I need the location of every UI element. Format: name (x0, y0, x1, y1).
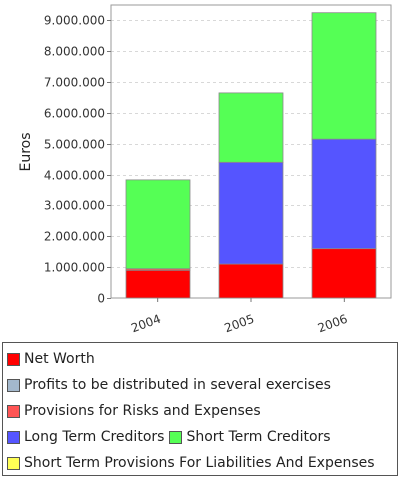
y-tick-label: 7.000.000 (44, 76, 105, 90)
legend-item-profits: Profits to be distributed in several exe… (7, 377, 331, 393)
bar-segment (125, 269, 191, 299)
legend-swatch (7, 456, 20, 470)
bar-segment (218, 161, 284, 265)
legend-item-net-worth: Net Worth (7, 351, 95, 367)
y-tick-label: 8.000.000 (44, 45, 105, 59)
bar-segment (311, 138, 377, 250)
legend-row: Short Term Provisions For Liabilities An… (7, 453, 375, 473)
legend-label: Profits to be distributed in several exe… (24, 377, 331, 393)
legend-row: Long Term Creditors Short Term Creditors (7, 427, 331, 447)
y-axis-ticks: 0 1.000.000 2.000.000 3.000.000 4.000.000 5.0… (44, 14, 111, 306)
x-tick-label: 2006 (316, 312, 349, 336)
legend-swatch (7, 378, 20, 392)
y-tick-label: 4.000.000 (44, 169, 105, 183)
y-tick-label: 5.000.000 (44, 138, 105, 152)
legend-item-long-term-creditors: Long Term Creditors (7, 429, 164, 445)
bar-segment (311, 12, 377, 140)
legend: Net Worth Profits to be distributed in s… (2, 342, 398, 476)
legend-label: Provisions for Risks and Expenses (24, 403, 261, 419)
y-axis-label: Euros (18, 132, 34, 171)
bar-segment (218, 92, 284, 163)
y-tick-label: 6.000.000 (44, 107, 105, 121)
y-tick-label: 2.000.000 (44, 230, 105, 244)
legend-swatch (7, 352, 20, 366)
legend-item-short-term-provisions: Short Term Provisions For Liabilities An… (7, 455, 375, 471)
legend-row: Provisions for Risks and Expenses (7, 401, 261, 421)
legend-swatch (169, 430, 183, 444)
legend-label: Short Term Provisions For Liabilities An… (24, 455, 375, 471)
legend-swatch (7, 430, 20, 444)
legend-label: Short Term Creditors (186, 429, 331, 445)
y-tick-label: 0 (97, 292, 105, 306)
legend-label: Long Term Creditors (24, 429, 165, 445)
legend-label: Net Worth (24, 351, 95, 367)
stacked-bar-chart: 0 1.000.000 2.000.000 3.000.000 4.000.000 5.0… (18, 4, 392, 335)
x-tick-label: 2005 (223, 312, 256, 336)
legend-row: Net Worth (7, 349, 95, 369)
y-tick-label: 9.000.000 (44, 14, 105, 28)
bars (125, 12, 377, 299)
bar-segment (218, 263, 284, 299)
legend-item-provisions-risks: Provisions for Risks and Expenses (7, 403, 261, 419)
bar-segment (311, 248, 377, 299)
legend-row: Profits to be distributed in several exe… (7, 375, 331, 395)
legend-swatch (7, 404, 20, 418)
y-tick-label: 3.000.000 (44, 199, 105, 213)
x-tick-label: 2004 (129, 312, 162, 336)
legend-item-short-term-creditors: Short Term Creditors (169, 429, 331, 445)
bar-segment (125, 179, 191, 270)
x-axis-ticks: 2004 2005 2006 (129, 298, 349, 335)
y-tick-label: 1.000.000 (44, 261, 105, 275)
